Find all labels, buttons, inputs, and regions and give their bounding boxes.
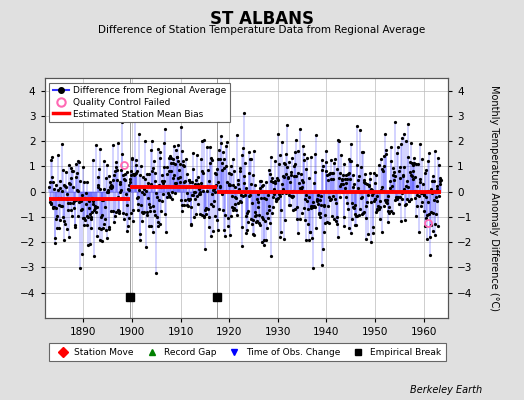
Text: Berkeley Earth: Berkeley Earth — [410, 385, 482, 395]
Text: Difference of Station Temperature Data from Regional Average: Difference of Station Temperature Data f… — [99, 25, 425, 35]
Legend: Difference from Regional Average, Quality Control Failed, Estimated Station Mean: Difference from Regional Average, Qualit… — [49, 82, 230, 122]
Y-axis label: Monthly Temperature Anomaly Difference (°C): Monthly Temperature Anomaly Difference (… — [489, 85, 499, 311]
Text: ST ALBANS: ST ALBANS — [210, 10, 314, 28]
Legend: Station Move, Record Gap, Time of Obs. Change, Empirical Break: Station Move, Record Gap, Time of Obs. C… — [49, 344, 446, 362]
